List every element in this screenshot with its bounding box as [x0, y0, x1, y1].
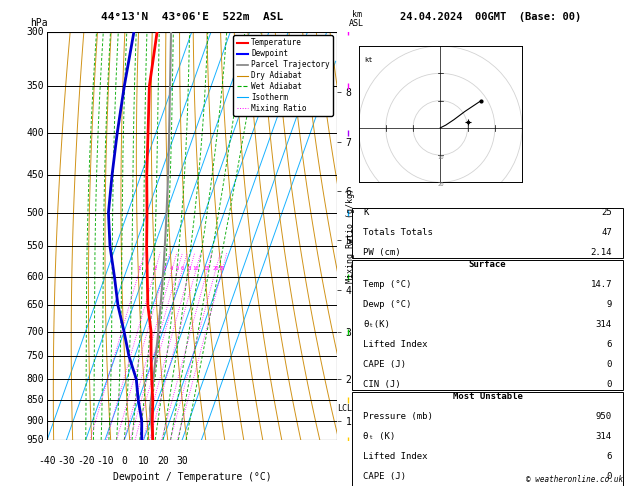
Text: Surface: Surface [469, 260, 506, 270]
Text: -20: -20 [77, 456, 94, 466]
Text: -10: -10 [96, 456, 114, 466]
Text: 20: 20 [212, 266, 219, 271]
Text: 20: 20 [157, 456, 169, 466]
Text: 5: 5 [175, 266, 179, 271]
Text: 10: 10 [192, 266, 199, 271]
Text: 6: 6 [606, 340, 612, 349]
Text: 10: 10 [138, 456, 150, 466]
Legend: Temperature, Dewpoint, Parcel Trajectory, Dry Adiabat, Wet Adiabat, Isotherm, Mi: Temperature, Dewpoint, Parcel Trajectory… [233, 35, 333, 116]
Text: 0: 0 [606, 380, 612, 389]
Text: 6: 6 [606, 451, 612, 461]
Text: 950: 950 [26, 435, 44, 445]
Text: 850: 850 [26, 396, 44, 405]
Text: CAPE (J): CAPE (J) [363, 472, 406, 481]
Text: 400: 400 [26, 128, 44, 139]
Text: PW (cm): PW (cm) [363, 248, 401, 257]
Text: 2: 2 [153, 266, 157, 271]
Text: 650: 650 [26, 300, 44, 311]
Text: 950: 950 [596, 412, 612, 421]
Text: 800: 800 [26, 374, 44, 384]
Text: Dewp (°C): Dewp (°C) [363, 300, 411, 309]
Text: 0: 0 [121, 456, 127, 466]
Text: 25: 25 [219, 266, 225, 271]
Text: Pressure (mb): Pressure (mb) [363, 412, 433, 421]
Text: 600: 600 [26, 272, 44, 282]
Text: 2.14: 2.14 [591, 248, 612, 257]
Text: 314: 314 [596, 432, 612, 441]
Bar [352, 392, 623, 486]
Text: -40: -40 [38, 456, 56, 466]
Text: Lifted Index: Lifted Index [363, 340, 428, 349]
Text: 47: 47 [601, 228, 612, 237]
Text: Mixing Ratio (g/kg): Mixing Ratio (g/kg) [346, 188, 355, 283]
Text: 10: 10 [437, 155, 443, 160]
Text: 4: 4 [170, 266, 173, 271]
Bar [352, 208, 623, 258]
Text: 24.04.2024  00GMT  (Base: 00): 24.04.2024 00GMT (Base: 00) [400, 12, 581, 22]
Text: Totals Totals: Totals Totals [363, 228, 433, 237]
Text: 1: 1 [138, 266, 141, 271]
Text: 450: 450 [26, 170, 44, 180]
Text: Dewpoint / Temperature (°C): Dewpoint / Temperature (°C) [113, 472, 271, 483]
Bar [352, 260, 623, 390]
Text: θₜ(K): θₜ(K) [363, 320, 390, 329]
Text: 314: 314 [596, 320, 612, 329]
Text: 0: 0 [606, 472, 612, 481]
Text: 550: 550 [26, 241, 44, 251]
Text: LCL: LCL [337, 404, 352, 413]
Text: -30: -30 [58, 456, 75, 466]
Text: 6: 6 [181, 266, 184, 271]
Text: 15: 15 [204, 266, 210, 271]
Text: θₜ (K): θₜ (K) [363, 432, 395, 441]
Text: Lifted Index: Lifted Index [363, 451, 428, 461]
Text: 44°13'N  43°06'E  522m  ASL: 44°13'N 43°06'E 522m ASL [101, 12, 283, 22]
Text: 350: 350 [26, 81, 44, 91]
Text: 500: 500 [26, 208, 44, 218]
Text: 900: 900 [26, 416, 44, 426]
Text: CIN (J): CIN (J) [363, 380, 401, 389]
Text: CAPE (J): CAPE (J) [363, 360, 406, 369]
Text: 30: 30 [176, 456, 188, 466]
Text: km
ASL: km ASL [349, 10, 364, 28]
Text: 300: 300 [26, 27, 44, 36]
Text: 750: 750 [26, 351, 44, 361]
Text: hPa: hPa [30, 17, 47, 28]
Text: 8: 8 [188, 266, 191, 271]
Text: K: K [363, 208, 369, 217]
Text: Temp (°C): Temp (°C) [363, 280, 411, 289]
Text: 25: 25 [601, 208, 612, 217]
Text: 700: 700 [26, 327, 44, 337]
Text: Most Unstable: Most Unstable [452, 392, 523, 401]
Text: 3: 3 [163, 266, 166, 271]
Text: 9: 9 [606, 300, 612, 309]
Text: 0: 0 [606, 360, 612, 369]
Text: 14.7: 14.7 [591, 280, 612, 289]
Text: kt: kt [364, 57, 372, 63]
Text: © weatheronline.co.uk: © weatheronline.co.uk [526, 474, 623, 484]
Text: 20: 20 [437, 182, 443, 187]
